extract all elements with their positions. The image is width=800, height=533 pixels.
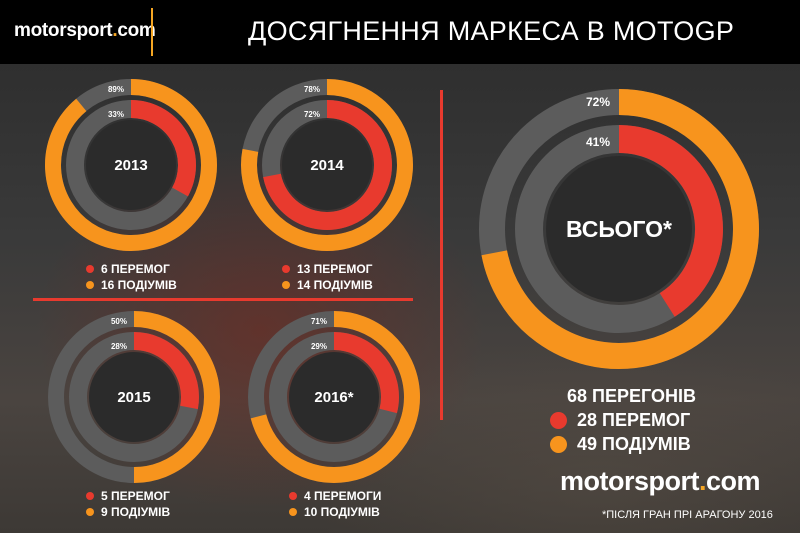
logo-dot: . bbox=[112, 20, 118, 41]
legend-item-podiums: 9 ПОДІУМІВ bbox=[86, 504, 170, 520]
page-title: ДОСЯГНЕННЯ МАРКЕСА В MOTOGP bbox=[248, 16, 735, 46]
legend-wins-label: 5 ПЕРЕМОГ bbox=[101, 489, 170, 503]
legend-wins-label: 4 ПЕРЕМОГИ bbox=[304, 489, 382, 503]
legend-item-wins: 4 ПЕРЕМОГИ bbox=[289, 488, 381, 504]
chart-title: 2014 bbox=[310, 157, 344, 174]
chart-title: 2015 bbox=[117, 389, 150, 406]
legend-2015: 5 ПЕРЕМОГ 9 ПОДІУМІВ bbox=[86, 488, 170, 520]
legend-podiums-label: 10 ПОДІУМІВ bbox=[304, 505, 380, 519]
donut-center bbox=[89, 352, 179, 442]
podiums-percent-label: 71% bbox=[311, 317, 327, 326]
vertical-divider bbox=[440, 90, 443, 420]
wins-percent-label: 28% bbox=[111, 342, 127, 351]
watermark-dot: . bbox=[699, 466, 707, 496]
legend-item-podiums: 14 ПОДІУМІВ bbox=[282, 277, 373, 293]
footnote: *ПІСЛЯ ГРАН ПРІ АРАГОНУ 2016 bbox=[602, 509, 773, 521]
red-dot-icon bbox=[86, 492, 94, 500]
watermark-name: motorsport bbox=[560, 466, 700, 496]
legend-podiums-label: 16 ПОДІУМІВ bbox=[101, 278, 177, 292]
legend-item-podiums: 49 ПОДІУМІВ bbox=[550, 432, 696, 456]
podiums-ring-arc bbox=[481, 89, 759, 369]
legend-2016: 4 ПЕРЕМОГИ 10 ПОДІУМІВ bbox=[289, 488, 381, 520]
legend-2014: 13 ПЕРЕМОГ 14 ПОДІУМІВ bbox=[282, 261, 373, 293]
chart-title: 2013 bbox=[114, 157, 147, 174]
podiums-percent-label: 72% bbox=[586, 95, 610, 109]
wins-percent-label: 41% bbox=[586, 135, 610, 149]
logo-tld: com bbox=[117, 20, 156, 41]
podiums-percent-label: 89% bbox=[108, 85, 124, 94]
donut-center bbox=[282, 120, 372, 210]
watermark-tld: com bbox=[706, 466, 761, 496]
orange-dot-icon bbox=[86, 508, 94, 516]
chart-title: 2016* bbox=[314, 389, 353, 406]
podiums-ring-arc bbox=[250, 311, 420, 483]
wins-ring-arc bbox=[133, 332, 199, 410]
donut-center bbox=[86, 120, 176, 210]
wins-ring-arc bbox=[618, 125, 723, 317]
podiums-ring-arc bbox=[45, 79, 217, 251]
total-races-label: 68 ПЕРЕГОНІВ bbox=[567, 386, 696, 406]
red-dot-icon bbox=[86, 265, 94, 273]
legend-podiums-label: 14 ПОДІУМІВ bbox=[297, 278, 373, 292]
legend-wins-label: 13 ПЕРЕМОГ bbox=[297, 262, 373, 276]
motorsport-watermark: motorsport.com bbox=[560, 466, 761, 497]
orange-dot-icon bbox=[282, 281, 290, 289]
legend-item-wins: 6 ПЕРЕМОГ bbox=[86, 261, 177, 277]
wins-percent-label: 72% bbox=[304, 110, 320, 119]
wins-percent-label: 29% bbox=[311, 342, 327, 351]
legend-item-wins: 13 ПЕРЕМОГ bbox=[282, 261, 373, 277]
wins-ring-arc bbox=[333, 332, 399, 414]
legend-item-wins: 28 ПЕРЕМОГ bbox=[550, 408, 696, 432]
legend-wins-label: 6 ПЕРЕМОГ bbox=[101, 262, 170, 276]
wins-ring-arc bbox=[263, 100, 392, 230]
legend-item-podiums: 16 ПОДІУМІВ bbox=[86, 277, 177, 293]
donut-chart-2016: 2016* 71% 29% bbox=[248, 311, 420, 483]
legend-podiums-label: 9 ПОДІУМІВ bbox=[101, 505, 171, 519]
donut-chart-total: ВСЬОГО* 72% 41% bbox=[479, 89, 759, 369]
wins-ring-arc bbox=[130, 100, 196, 197]
legend-podiums-label: 49 ПОДІУМІВ bbox=[577, 433, 691, 454]
legend-2013: 6 ПЕРЕМОГ 16 ПОДІУМІВ bbox=[86, 261, 177, 293]
red-dot-icon bbox=[282, 265, 290, 273]
podiums-ring-arc bbox=[133, 311, 220, 483]
header-bar: motorsport.com ДОСЯГНЕННЯ МАРКЕСА В MOTO… bbox=[0, 0, 800, 64]
legend-item-podiums: 10 ПОДІУМІВ bbox=[289, 504, 381, 520]
motorsport-logo[interactable]: motorsport.com bbox=[14, 20, 156, 42]
wins-percent-label: 33% bbox=[108, 110, 124, 119]
totals-legend: 68 ПЕРЕГОНІВ 28 ПЕРЕМОГ 49 ПОДІУМІВ bbox=[550, 384, 696, 456]
legend-wins-label: 28 ПЕРЕМОГ bbox=[577, 409, 691, 430]
donut-center bbox=[546, 156, 692, 302]
donut-chart-2015: 2015 50% 28% bbox=[48, 311, 220, 483]
donut-chart-2014: 2014 78% 72% bbox=[241, 79, 413, 251]
orange-dot-icon bbox=[550, 435, 567, 453]
red-dot-icon bbox=[550, 411, 567, 429]
podiums-percent-label: 50% bbox=[111, 317, 127, 326]
donut-center bbox=[289, 352, 379, 442]
red-dot-icon bbox=[289, 492, 297, 500]
orange-dot-icon bbox=[86, 281, 94, 289]
horizontal-divider bbox=[33, 298, 413, 301]
header-divider bbox=[151, 8, 153, 56]
orange-dot-icon bbox=[289, 508, 297, 516]
logo-name: motorsport bbox=[14, 20, 113, 41]
podiums-percent-label: 78% bbox=[304, 85, 320, 94]
legend-item-wins: 5 ПЕРЕМОГ bbox=[86, 488, 170, 504]
chart-title: ВСЬОГО* bbox=[566, 216, 672, 242]
donut-chart-2013: 2013 89% 33% bbox=[45, 79, 217, 251]
podiums-ring-arc bbox=[241, 79, 413, 251]
